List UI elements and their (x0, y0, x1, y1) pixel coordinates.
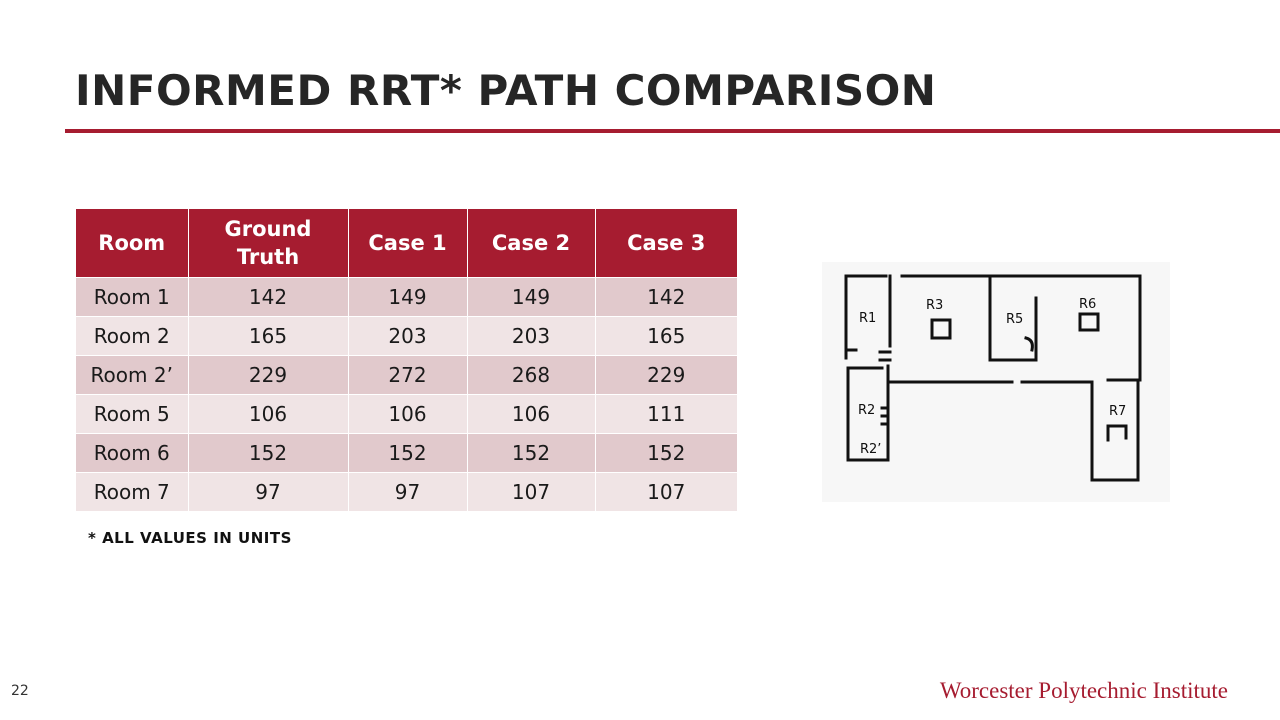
cell-room: Room 2 (76, 315, 189, 355)
header-case-1: Case 1 (348, 209, 468, 277)
cell-ground-truth: 165 (188, 315, 349, 355)
cell-case-2: 268 (467, 354, 596, 394)
cell-case-3: 229 (595, 354, 737, 394)
map-label-r2-prime: R2’ (860, 442, 881, 457)
map-label-r5: R5 (1006, 312, 1023, 327)
table-footnote: * ALL VALUES IN UNITS (88, 529, 292, 547)
cell-case-3: 107 (595, 471, 737, 511)
floor-plan-map: R1 R3 R5 R6 R2 R7 R2’ (822, 262, 1170, 502)
map-label-r2: R2 (858, 403, 875, 418)
header-case-3: Case 3 (595, 209, 737, 277)
cell-room: Room 1 (76, 276, 189, 316)
cell-room: Room 6 (76, 432, 189, 472)
cell-case-3: 152 (595, 432, 737, 472)
cell-case-1: 97 (348, 471, 468, 511)
header-room: Room (76, 209, 189, 277)
cell-case-3: 111 (595, 393, 737, 433)
map-label-r3: R3 (926, 298, 943, 313)
cell-case-2: 106 (467, 393, 596, 433)
cell-ground-truth: 106 (188, 393, 349, 433)
table-row: Room 5 106 106 106 111 (76, 393, 737, 433)
cell-case-1: 149 (348, 276, 468, 316)
map-label-r6: R6 (1079, 297, 1096, 312)
cell-ground-truth: 229 (188, 354, 349, 394)
cell-case-2: 107 (467, 471, 596, 511)
cell-case-2: 203 (467, 315, 596, 355)
cell-room: Room 7 (76, 471, 189, 511)
cell-room: Room 2’ (76, 354, 189, 394)
cell-room: Room 5 (76, 393, 189, 433)
table-row: Room 6 152 152 152 152 (76, 432, 737, 472)
map-walls (844, 274, 1142, 482)
table-row: Room 1 142 149 149 142 (76, 276, 737, 316)
header-case-2: Case 2 (467, 209, 596, 277)
table-row: Room 7 97 97 107 107 (76, 471, 737, 511)
cell-case-1: 272 (348, 354, 468, 394)
map-label-r1: R1 (859, 311, 876, 326)
cell-ground-truth: 152 (188, 432, 349, 472)
cell-ground-truth: 97 (188, 471, 349, 511)
cell-case-1: 152 (348, 432, 468, 472)
cell-case-2: 149 (467, 276, 596, 316)
cell-case-1: 203 (348, 315, 468, 355)
cell-ground-truth: 142 (188, 276, 349, 316)
table-header-row: Room Ground Truth Case 1 Case 2 Case 3 (76, 209, 737, 277)
cell-case-1: 106 (348, 393, 468, 433)
floor-plan-drawing: R1 R3 R5 R6 R2 R7 R2’ (822, 262, 1170, 502)
table-row: Room 2 165 203 203 165 (76, 315, 737, 355)
institute-wordmark: Worcester Polytechnic Institute (939, 678, 1228, 703)
cell-case-3: 165 (595, 315, 737, 355)
path-comparison-table: Room Ground Truth Case 1 Case 2 Case 3 R… (76, 209, 737, 511)
slide-title: INFORMED RRT* PATH COMPARISON (75, 66, 937, 115)
cell-case-2: 152 (467, 432, 596, 472)
header-ground-truth: Ground Truth (188, 209, 349, 277)
page-number: 22 (11, 683, 29, 699)
title-underline (65, 129, 1280, 133)
map-label-r7: R7 (1109, 404, 1126, 419)
cell-case-3: 142 (595, 276, 737, 316)
table-row: Room 2’ 229 272 268 229 (76, 354, 737, 394)
